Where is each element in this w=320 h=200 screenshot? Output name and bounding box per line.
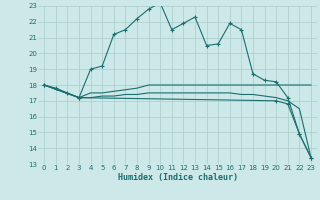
X-axis label: Humidex (Indice chaleur): Humidex (Indice chaleur) (118, 173, 238, 182)
